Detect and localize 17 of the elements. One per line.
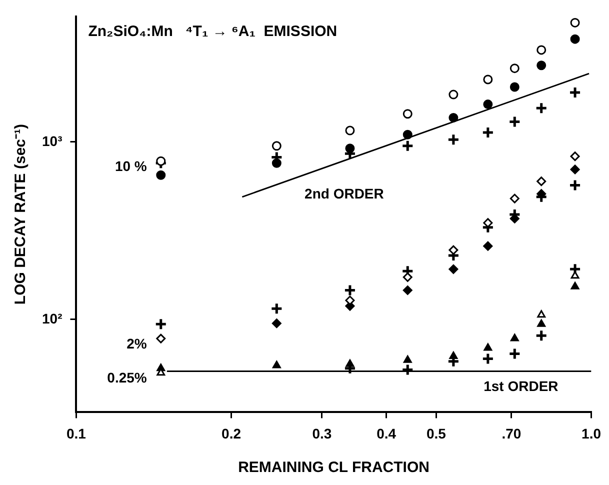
- series-label: 1st ORDER: [484, 378, 558, 394]
- series-label: 10 %: [114, 158, 148, 174]
- y-tick-label: 10³: [42, 132, 63, 149]
- series-label: 2nd ORDER: [304, 185, 384, 202]
- x-axis-title: REMAINING CL FRACTION: [238, 459, 430, 476]
- text: Zn₂SiO₄:Mn ⁴T₁ → ⁶A₁ EMISSION: [88, 23, 338, 40]
- series-label: 2%: [126, 335, 148, 352]
- y-tick-label: 10²: [42, 310, 63, 326]
- x-tick-label: 0.1: [66, 425, 86, 442]
- x-tick-label: 0.3: [312, 425, 332, 442]
- x-tick-label: 0.5: [426, 425, 446, 442]
- y-axis-title: LOG DECAY RATE (sec⁻¹): [12, 124, 30, 305]
- x-tick-label: .70: [502, 425, 522, 442]
- x-tick-label: 0.4: [376, 425, 396, 442]
- x-tick-label: 1.0: [582, 425, 602, 442]
- x-tick-label: 0.2: [222, 425, 242, 442]
- series-label: 0.25%: [107, 370, 148, 386]
